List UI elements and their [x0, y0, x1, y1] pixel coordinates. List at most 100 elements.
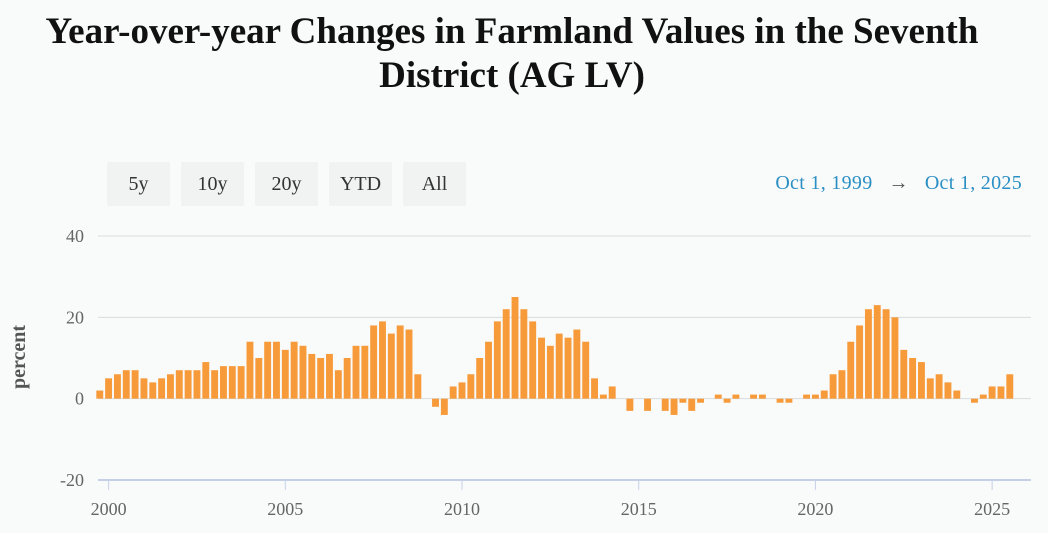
bar[interactable] — [246, 341, 254, 399]
bar[interactable] — [723, 398, 731, 403]
bar[interactable] — [334, 370, 342, 399]
bar[interactable] — [538, 337, 545, 399]
bar[interactable] — [290, 341, 298, 399]
bar[interactable] — [281, 349, 289, 399]
bar[interactable] — [387, 333, 395, 399]
bar[interactable] — [352, 345, 360, 399]
bar[interactable] — [591, 378, 598, 399]
bar[interactable] — [803, 394, 811, 399]
range-button-5y[interactable]: 5y — [107, 162, 170, 206]
bar[interactable] — [953, 390, 961, 399]
bar[interactable] — [264, 341, 272, 399]
bar[interactable] — [449, 386, 457, 399]
bar[interactable] — [228, 366, 236, 399]
bar[interactable] — [414, 374, 422, 399]
bar[interactable] — [697, 398, 705, 403]
bar[interactable] — [476, 358, 484, 399]
bar[interactable] — [856, 325, 864, 399]
bar[interactable] — [820, 390, 828, 399]
range-button-10y[interactable]: 10y — [181, 162, 244, 206]
bar[interactable] — [273, 341, 280, 399]
date-range-from[interactable]: Oct 1, 1999 — [775, 172, 873, 194]
bar[interactable] — [847, 341, 855, 399]
date-range-to[interactable]: Oct 1, 2025 — [924, 172, 1022, 194]
bar[interactable] — [493, 321, 501, 399]
bar[interactable] — [732, 394, 740, 399]
bar[interactable] — [326, 353, 333, 399]
bar[interactable] — [343, 358, 351, 399]
bar[interactable] — [308, 353, 316, 399]
bar[interactable] — [299, 345, 307, 399]
bar[interactable] — [202, 362, 210, 399]
bar[interactable] — [379, 321, 386, 399]
bar[interactable] — [184, 370, 192, 399]
bar[interactable] — [926, 378, 934, 399]
bar[interactable] — [714, 394, 722, 399]
bar[interactable] — [432, 398, 439, 407]
bar[interactable] — [1006, 374, 1014, 399]
bar[interactable] — [520, 309, 528, 399]
bar[interactable] — [546, 345, 554, 399]
bar[interactable] — [140, 378, 148, 399]
bar[interactable] — [396, 325, 404, 399]
bar[interactable] — [317, 358, 325, 399]
bar[interactable] — [122, 370, 130, 399]
bar[interactable] — [564, 337, 572, 399]
bar[interactable] — [838, 370, 846, 399]
bar[interactable] — [573, 329, 581, 399]
bar[interactable] — [193, 370, 201, 399]
bar[interactable] — [882, 309, 890, 399]
bar[interactable] — [158, 378, 166, 399]
bar[interactable] — [255, 358, 263, 399]
bar[interactable] — [582, 341, 590, 399]
bar[interactable] — [211, 370, 219, 399]
bar[interactable] — [370, 325, 378, 399]
bar[interactable] — [175, 370, 183, 399]
range-button-20y[interactable]: 20y — [255, 162, 318, 206]
bar[interactable] — [811, 394, 819, 399]
bar[interactable] — [405, 329, 413, 399]
bar[interactable] — [997, 386, 1005, 399]
bar[interactable] — [944, 382, 952, 399]
bar[interactable] — [458, 382, 466, 399]
bar[interactable] — [220, 366, 227, 399]
bar[interactable] — [670, 398, 678, 415]
bar[interactable] — [979, 394, 987, 399]
bar[interactable] — [440, 398, 448, 415]
range-button-all[interactable]: All — [403, 162, 466, 206]
bar[interactable] — [679, 398, 687, 403]
bar[interactable] — [485, 341, 492, 399]
bar[interactable] — [776, 398, 784, 403]
bar[interactable] — [167, 374, 174, 399]
bar[interactable] — [149, 382, 157, 399]
bar[interactable] — [608, 386, 616, 399]
bar[interactable] — [105, 378, 113, 399]
bar[interactable] — [661, 398, 669, 411]
bar[interactable] — [935, 374, 943, 399]
bar[interactable] — [873, 305, 881, 399]
bar[interactable] — [909, 358, 917, 399]
bar[interactable] — [891, 317, 899, 399]
bar[interactable] — [988, 386, 996, 399]
bar[interactable] — [688, 398, 696, 411]
bar[interactable] — [758, 394, 766, 399]
bar[interactable] — [829, 374, 837, 399]
bar[interactable] — [467, 374, 475, 399]
bar[interactable] — [785, 398, 793, 403]
bar[interactable] — [237, 366, 245, 399]
bar[interactable] — [555, 333, 563, 399]
range-button-ytd[interactable]: YTD — [329, 162, 392, 206]
bar[interactable] — [96, 390, 104, 399]
bar[interactable] — [361, 345, 369, 399]
bar[interactable] — [917, 362, 925, 399]
bar[interactable] — [864, 309, 872, 399]
bar[interactable] — [511, 297, 519, 399]
bar[interactable] — [626, 398, 634, 411]
bar[interactable] — [529, 321, 537, 399]
bar[interactable] — [502, 309, 510, 399]
bar[interactable] — [113, 374, 121, 399]
bar[interactable] — [750, 394, 758, 399]
bar[interactable] — [971, 398, 978, 403]
bar[interactable] — [131, 370, 139, 399]
bar[interactable] — [644, 398, 651, 411]
